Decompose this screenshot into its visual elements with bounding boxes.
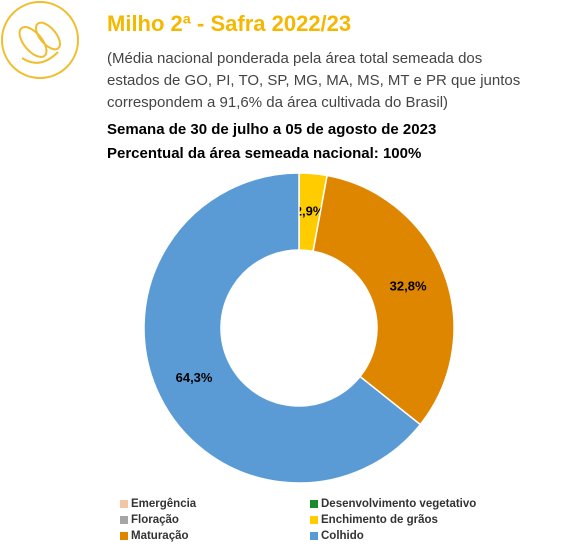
- legend-label: Desenvolvimento vegetativo: [321, 498, 476, 510]
- legend-label: Emergência: [131, 498, 197, 510]
- legend-swatch: [120, 500, 128, 508]
- week: Semana de 30 de julho a 05 de agosto de …: [107, 121, 436, 138]
- value-label: 64,3%: [176, 370, 213, 385]
- corn-icon: [1, 1, 79, 79]
- subtitle: (Média nacional ponderada pela área tota…: [107, 50, 482, 67]
- value-label: 2,9%: [295, 203, 325, 218]
- legend-swatch: [310, 516, 318, 524]
- slice: [312, 174, 455, 426]
- chart-title: Milho 2ª - Safra 2022/23: [107, 11, 351, 36]
- slice: [143, 172, 422, 484]
- area-note: Percentual da área semeada nacional: 100…: [107, 145, 421, 162]
- legend-label: Floração: [131, 514, 179, 526]
- subtitle: correspondem a 91,6% da área cultivada d…: [107, 94, 448, 111]
- value-label: 32,8%: [390, 279, 427, 294]
- subtitle: estados de GO, PI, TO, SP, MG, MA, MS, M…: [107, 72, 520, 89]
- legend-swatch: [310, 500, 318, 508]
- legend-label: Colhido: [321, 530, 364, 542]
- legend-swatch: [120, 532, 128, 540]
- legend-label: Maturação: [131, 530, 189, 542]
- legend-label: Enchimento de grãos: [321, 514, 438, 526]
- legend-swatch: [310, 532, 318, 540]
- legend-swatch: [120, 516, 128, 524]
